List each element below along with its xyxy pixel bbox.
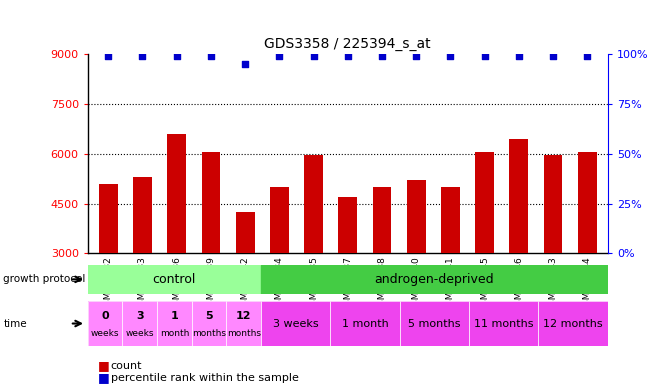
Bar bbox=[99, 184, 118, 253]
Bar bbox=[510, 139, 528, 253]
Bar bbox=[538, 301, 608, 346]
Text: 11 months: 11 months bbox=[474, 318, 534, 329]
Bar bbox=[236, 212, 255, 253]
Point bbox=[548, 53, 558, 59]
Text: weeks: weeks bbox=[125, 329, 154, 338]
Point bbox=[137, 53, 148, 59]
Text: ■: ■ bbox=[98, 359, 109, 372]
Text: androgen-deprived: androgen-deprived bbox=[374, 273, 494, 286]
Text: growth protocol: growth protocol bbox=[3, 274, 86, 285]
Bar bbox=[261, 265, 608, 294]
Bar bbox=[400, 301, 469, 346]
Bar bbox=[407, 180, 426, 253]
Bar bbox=[441, 187, 460, 253]
Bar bbox=[578, 152, 597, 253]
Text: 3: 3 bbox=[136, 311, 144, 321]
Point bbox=[172, 53, 182, 59]
Title: GDS3358 / 225394_s_at: GDS3358 / 225394_s_at bbox=[265, 37, 431, 51]
Bar bbox=[202, 152, 220, 253]
Bar bbox=[88, 301, 122, 346]
Bar bbox=[372, 187, 391, 253]
Bar bbox=[475, 152, 494, 253]
Point bbox=[343, 53, 353, 59]
Point bbox=[103, 53, 114, 59]
Text: time: time bbox=[3, 318, 27, 329]
Text: 1: 1 bbox=[170, 311, 178, 321]
Text: month: month bbox=[160, 329, 189, 338]
Text: months: months bbox=[192, 329, 226, 338]
Point bbox=[480, 53, 490, 59]
Bar bbox=[122, 301, 157, 346]
Text: 5 months: 5 months bbox=[408, 318, 461, 329]
Point bbox=[411, 53, 421, 59]
Bar bbox=[261, 301, 330, 346]
Text: control: control bbox=[153, 273, 196, 286]
Text: percentile rank within the sample: percentile rank within the sample bbox=[111, 373, 298, 383]
Bar bbox=[192, 301, 226, 346]
Text: weeks: weeks bbox=[91, 329, 120, 338]
Bar bbox=[304, 155, 323, 253]
Point bbox=[240, 61, 250, 67]
Bar bbox=[339, 197, 357, 253]
Bar bbox=[469, 301, 538, 346]
Text: 12: 12 bbox=[236, 311, 252, 321]
Text: 12 months: 12 months bbox=[543, 318, 603, 329]
Bar bbox=[133, 177, 152, 253]
Bar bbox=[226, 301, 261, 346]
Bar bbox=[543, 155, 562, 253]
Point bbox=[308, 53, 318, 59]
Bar bbox=[270, 187, 289, 253]
Text: 1 month: 1 month bbox=[342, 318, 389, 329]
Point bbox=[582, 53, 592, 59]
Point bbox=[274, 53, 285, 59]
Bar bbox=[157, 301, 192, 346]
Bar bbox=[167, 134, 186, 253]
Text: 0: 0 bbox=[101, 311, 109, 321]
Text: ■: ■ bbox=[98, 371, 109, 384]
Text: months: months bbox=[227, 329, 261, 338]
Point bbox=[514, 53, 524, 59]
Bar bbox=[330, 301, 400, 346]
Point bbox=[445, 53, 456, 59]
Text: count: count bbox=[111, 361, 142, 371]
Point bbox=[377, 53, 387, 59]
Text: 5: 5 bbox=[205, 311, 213, 321]
Bar bbox=[88, 265, 261, 294]
Point bbox=[205, 53, 216, 59]
Text: 3 weeks: 3 weeks bbox=[273, 318, 318, 329]
